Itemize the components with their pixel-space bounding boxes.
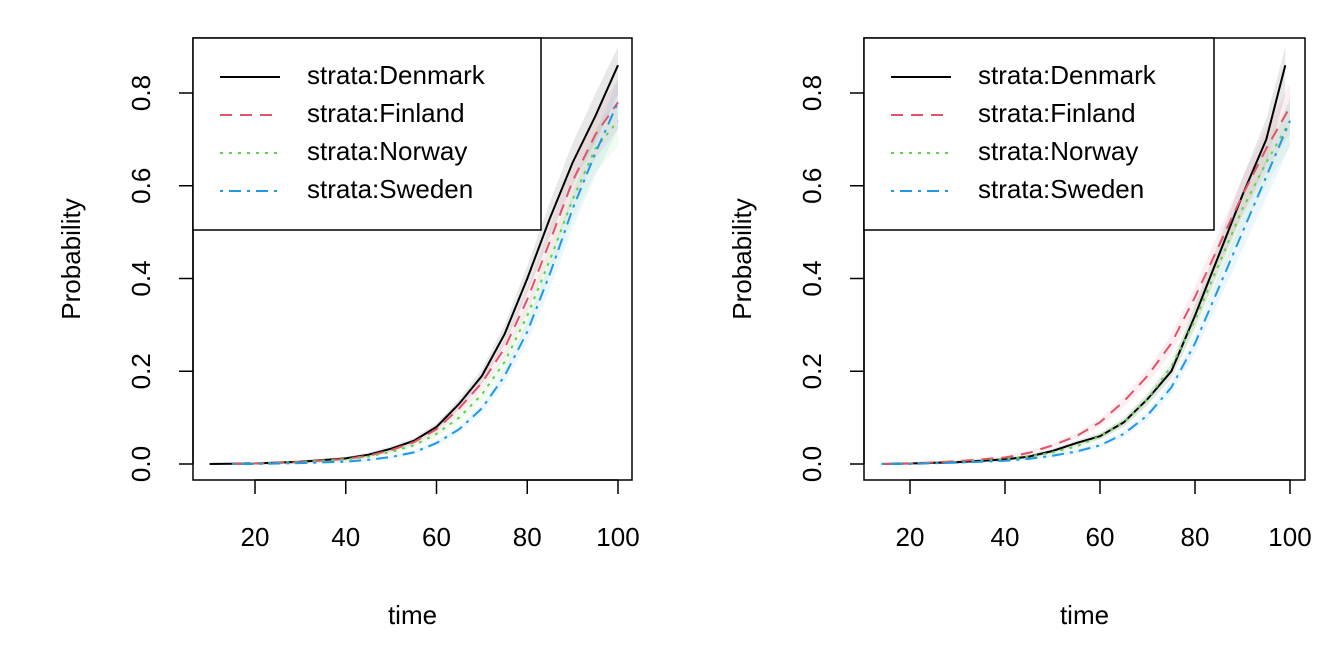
y-tick-label: 0.4: [797, 260, 827, 296]
series-line-finland: [881, 106, 1291, 465]
x-tick-label: 100: [1268, 522, 1311, 552]
y-tick-label: 0.6: [797, 168, 827, 204]
confidence-band-finland: [881, 84, 1290, 464]
y-tick-label: 0.0: [797, 446, 827, 482]
y-tick-label: 0.2: [126, 353, 156, 389]
legend-label-finland: strata:Finland: [978, 98, 1136, 128]
series-line-norway: [232, 120, 619, 465]
legend-box: [863, 37, 1215, 231]
x-axis-title: time: [388, 600, 437, 630]
legend-label-denmark: strata:Denmark: [978, 60, 1157, 90]
y-tick-label: 0.8: [797, 75, 827, 111]
y-tick-label: 0.0: [126, 446, 156, 482]
x-tick-label: 20: [896, 522, 925, 552]
x-axis-title: time: [1060, 600, 1109, 630]
legend-label-norway: strata:Norway: [307, 136, 467, 166]
x-tick-label: 40: [991, 522, 1020, 552]
x-tick-label: 80: [513, 522, 542, 552]
series-line-sweden: [881, 120, 1291, 465]
x-tick-label: 40: [331, 522, 360, 552]
legend-box: [192, 37, 542, 231]
legend-label-denmark: strata:Denmark: [307, 60, 486, 90]
x-tick-label: 60: [1086, 522, 1115, 552]
legend-label-sweden: strata:Sweden: [978, 174, 1144, 204]
x-tick-label: 20: [241, 522, 270, 552]
x-tick-label: 80: [1181, 522, 1210, 552]
chart-panel-2: 20 40 60 80 100 0.0 0.2 0.4 0.6 0.8 time Probabilit…: [727, 37, 1312, 630]
legend: strata:Denmark strata:Finland strata:Norwa…: [863, 37, 1215, 231]
x-tick-label: 100: [596, 522, 639, 552]
y-tick-label: 0.4: [126, 260, 156, 296]
legend-label-norway: strata:Norway: [978, 136, 1138, 166]
confidence-band-finland: [232, 79, 619, 464]
series-line-sweden: [232, 101, 619, 465]
legend: strata:Denmark strata:Finland strata:Norwa…: [192, 37, 542, 231]
y-tick-label: 0.2: [797, 353, 827, 389]
x-tick-label: 60: [422, 522, 451, 552]
y-axis-title: Probability: [56, 198, 86, 319]
y-axis-title: Probability: [727, 198, 757, 319]
chart-panel-1: 20 40 60 80 100 0.0 0.2 0.4 0.6 0.8 time Probabilit…: [56, 37, 640, 630]
legend-label-sweden: strata:Sweden: [307, 174, 473, 204]
y-tick-label: 0.8: [126, 75, 156, 111]
legend-label-finland: strata:Finland: [307, 98, 465, 128]
y-tick-label: 0.6: [126, 168, 156, 204]
